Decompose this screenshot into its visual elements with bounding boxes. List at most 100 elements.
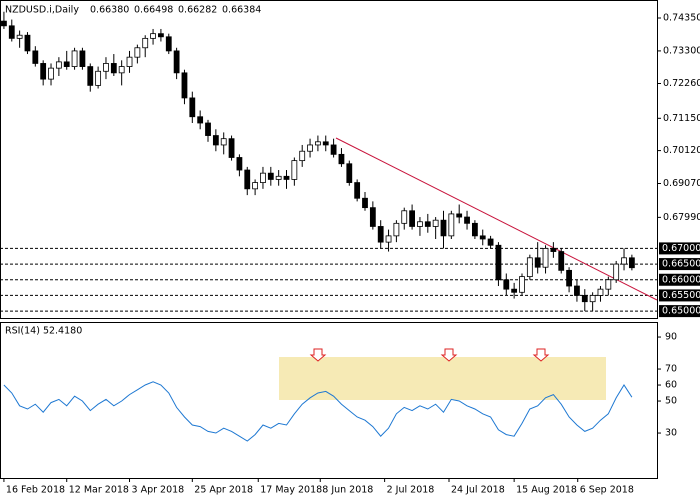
candle-body xyxy=(456,213,463,218)
rsi-y-tick-label: 90 xyxy=(665,332,677,343)
y-tick-label: 0.73300 xyxy=(663,45,700,56)
candle-body xyxy=(526,257,533,278)
trend-line xyxy=(335,137,658,301)
candle-body xyxy=(87,66,94,86)
x-tick-label: 3 Apr 2018 xyxy=(132,485,185,496)
candle-body xyxy=(369,207,376,227)
candle-body xyxy=(220,138,227,146)
candle-body xyxy=(142,37,149,49)
rsi-line xyxy=(3,381,633,442)
chart-title: NZDUSD.i,Daily xyxy=(5,5,79,16)
candle-body xyxy=(605,279,612,290)
y-tick-label: 0.69070 xyxy=(663,178,700,189)
candle-body xyxy=(346,163,353,183)
arrow-marker xyxy=(309,348,327,362)
x-tick-label: 2 Jul 2018 xyxy=(387,485,435,496)
candle-body xyxy=(197,116,204,124)
candle-body xyxy=(79,50,86,67)
candle-body xyxy=(173,50,180,74)
level-label-bg xyxy=(659,258,700,271)
candle-body xyxy=(24,34,31,52)
candle-body xyxy=(401,210,408,224)
level-label: 0.65500 xyxy=(662,290,700,301)
header-value: 0.66498 xyxy=(134,5,173,16)
candle-body xyxy=(8,25,15,39)
candle-body xyxy=(432,219,439,227)
header-value: 0.66282 xyxy=(178,5,217,16)
header-value: 0.66380 xyxy=(90,5,129,16)
level-label-bg xyxy=(659,289,700,302)
candle-body xyxy=(16,34,23,39)
rsi-y-tick-label: 60 xyxy=(665,380,677,391)
candle-body xyxy=(181,72,188,99)
y-tick-label: 0.67990 xyxy=(663,212,700,223)
candle-body xyxy=(393,222,400,237)
candle-body xyxy=(275,175,282,180)
arrow-marker xyxy=(440,348,458,362)
level-label-bg xyxy=(659,273,700,286)
candle-body xyxy=(534,257,541,268)
candle-body xyxy=(212,135,219,146)
candle-body xyxy=(32,50,39,64)
candle-body xyxy=(95,70,102,86)
header-value: 0.66384 xyxy=(222,5,261,16)
candle-body xyxy=(252,182,259,190)
candle-body xyxy=(479,235,486,240)
candle-body xyxy=(464,216,470,224)
rsi-y-tick-label: 50 xyxy=(665,396,677,407)
candle-body xyxy=(362,197,368,209)
candle-body xyxy=(267,172,274,180)
candle-body xyxy=(511,288,518,293)
candle-body xyxy=(165,36,172,52)
candle-body xyxy=(189,97,196,118)
x-tick-label: 16 Feb 2018 xyxy=(6,485,65,496)
x-tick-label: 12 Mar 2018 xyxy=(69,485,129,496)
rsi-panel xyxy=(0,322,658,479)
candle-body xyxy=(566,269,572,287)
candle-body xyxy=(628,257,635,269)
level-label: 0.66500 xyxy=(662,259,700,270)
candle-body xyxy=(574,285,580,296)
candle-body xyxy=(228,138,235,158)
candle-body xyxy=(55,61,62,69)
candle-body xyxy=(134,47,141,58)
rsi-y-tick-label: 70 xyxy=(665,364,677,375)
candle-body xyxy=(385,235,392,243)
candle-body xyxy=(448,213,455,237)
level-label: 0.65000 xyxy=(662,306,700,317)
candle-body xyxy=(1,20,7,27)
y-tick-label: 0.74350 xyxy=(663,12,700,23)
candle-body xyxy=(440,219,447,237)
x-tick-label: 25 Apr 2018 xyxy=(194,485,253,496)
candle-body xyxy=(299,150,306,162)
candle-body xyxy=(244,169,251,190)
y-tick-label: 0.70120 xyxy=(663,145,700,156)
candle-body xyxy=(558,251,565,271)
y-tick-label: 0.71150 xyxy=(663,113,700,124)
candle-body xyxy=(377,226,384,243)
candle-body xyxy=(621,257,627,265)
x-tick-label: 6 Sep 2018 xyxy=(580,485,634,496)
highlight-zone xyxy=(279,357,606,400)
candle-body xyxy=(589,295,596,303)
candle-body xyxy=(205,122,211,136)
x-tick-label: 8 Jun 2018 xyxy=(322,485,373,496)
candle-body xyxy=(236,157,243,171)
candle-body xyxy=(495,244,502,281)
candle-body xyxy=(597,288,604,296)
candle-body xyxy=(283,175,290,180)
candle-body xyxy=(48,67,54,80)
candle-body xyxy=(103,63,109,72)
candle-body xyxy=(307,144,313,152)
level-label-bg xyxy=(659,242,700,255)
x-tick-label: 15 Aug 2018 xyxy=(516,485,577,496)
level-label: 0.67000 xyxy=(662,243,700,254)
candle-body xyxy=(409,210,415,227)
candle-body xyxy=(581,295,588,303)
candle-body xyxy=(126,56,133,67)
candle-body xyxy=(260,172,266,183)
candle-body xyxy=(417,221,423,227)
candle-body xyxy=(158,33,164,38)
candle-body xyxy=(503,279,510,290)
